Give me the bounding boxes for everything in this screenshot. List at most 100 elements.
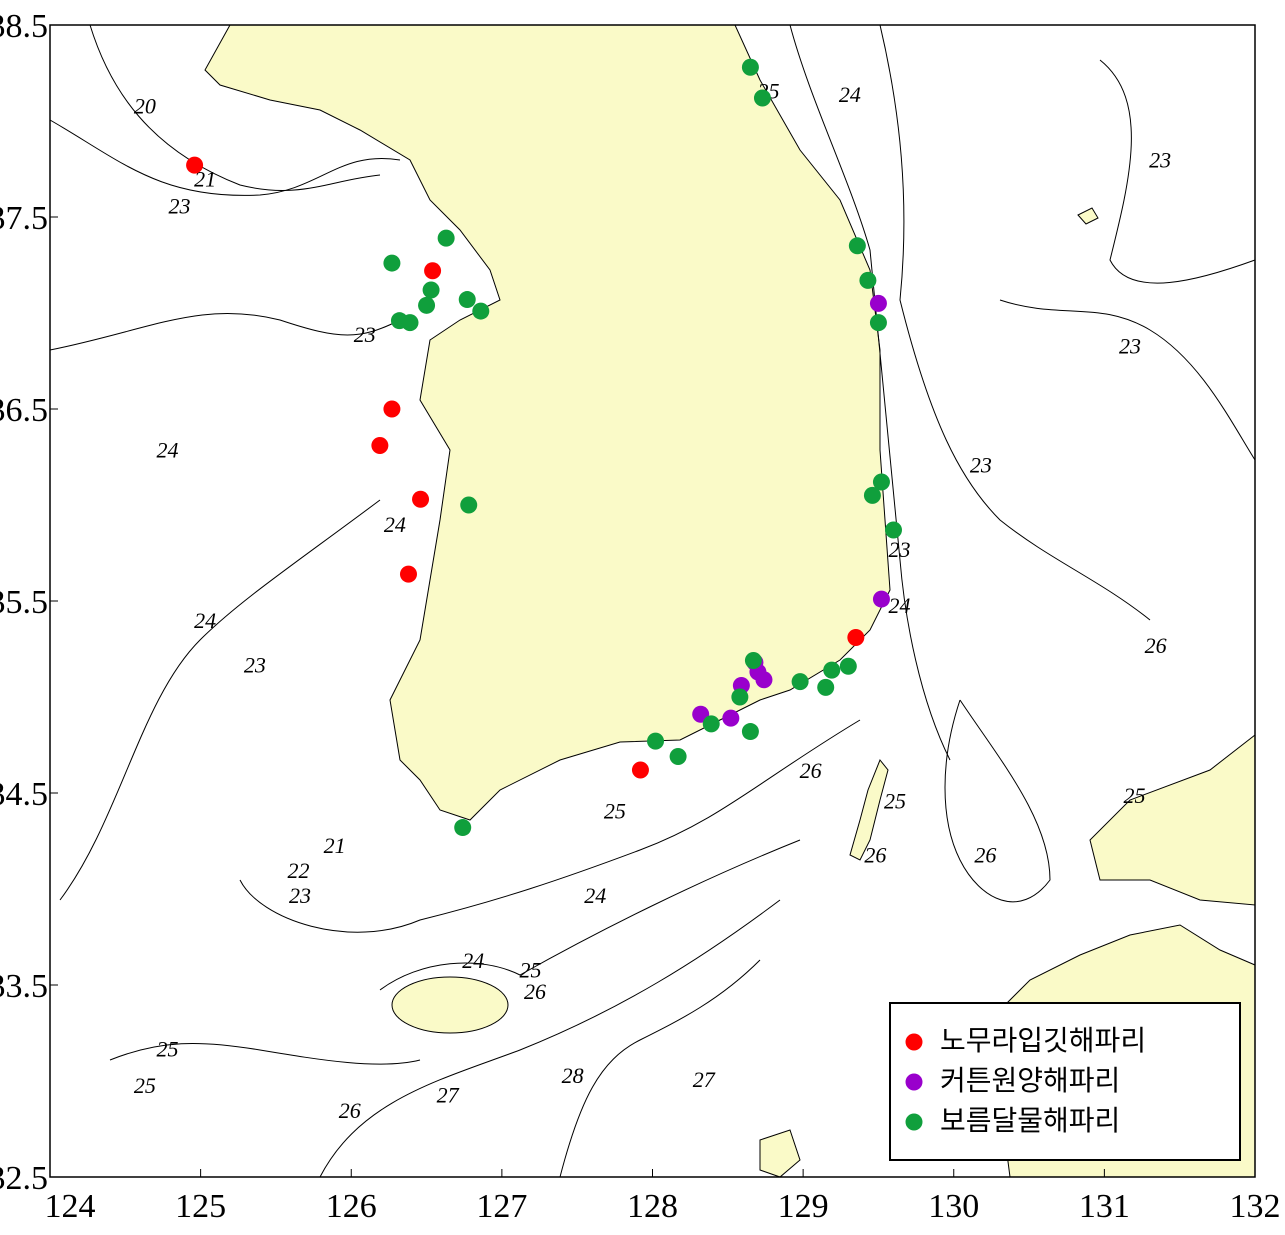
- legend-label: 커튼원양해파리: [940, 1064, 1120, 1097]
- contour-label: 25: [604, 798, 626, 823]
- legend-marker: [905, 1113, 923, 1131]
- contour-label: 26: [864, 842, 886, 867]
- contour-line: [49, 119, 401, 196]
- data-point: [731, 688, 749, 706]
- data-point: [885, 521, 902, 539]
- legend-label: 노무라입깃해파리: [940, 1024, 1146, 1057]
- contour-line: [1099, 59, 1256, 284]
- data-point: [412, 490, 430, 508]
- data-point: [631, 761, 649, 779]
- data-point: [872, 473, 890, 491]
- data-point: [839, 657, 857, 675]
- y-tick-label: 34.5: [0, 776, 48, 813]
- contour-label: 21: [324, 833, 346, 858]
- contour-label: 23: [1149, 147, 1171, 172]
- contour-label: 27: [437, 1082, 460, 1107]
- x-tick-label: 131: [1079, 1188, 1130, 1225]
- data-point: [817, 678, 835, 696]
- contour-label: 24: [839, 82, 861, 107]
- contour-line: [559, 959, 761, 1178]
- tsushima: [849, 759, 889, 861]
- contour-label: 24: [462, 948, 484, 973]
- data-point: [741, 723, 759, 741]
- x-tick-label: 126: [326, 1188, 377, 1225]
- legend-marker: [905, 1033, 923, 1051]
- contour-label: 23: [244, 652, 266, 677]
- data-point: [702, 715, 720, 733]
- data-point: [869, 294, 887, 312]
- y-tick-label: 33.5: [0, 968, 48, 1005]
- x-tick-label: 127: [476, 1188, 527, 1225]
- contour-label: 25: [134, 1073, 156, 1098]
- data-point: [460, 496, 478, 514]
- x-tick-label: 124: [45, 1188, 96, 1225]
- korea: [204, 24, 891, 821]
- x-tick-label: 129: [778, 1188, 829, 1225]
- data-point: [383, 254, 401, 272]
- contour-line: [89, 24, 381, 191]
- contour-label: 26: [1145, 633, 1167, 658]
- data-point: [755, 671, 773, 689]
- contour-label: 25: [156, 1036, 178, 1061]
- contour-line: [239, 719, 861, 933]
- x-tick-label: 130: [928, 1188, 979, 1225]
- contour-label: 22: [288, 858, 310, 883]
- data-point: [437, 229, 455, 247]
- data-point: [669, 748, 687, 766]
- y-tick-label: 36.5: [0, 392, 48, 429]
- contour-label: 21: [194, 167, 216, 192]
- contour-label: 27: [693, 1067, 716, 1092]
- contours: [49, 24, 1256, 1178]
- x-tick-label: 128: [627, 1188, 678, 1225]
- contour-label: 25: [1124, 783, 1146, 808]
- data-point: [401, 314, 419, 332]
- ulleungdo: [1077, 207, 1099, 225]
- data-point: [823, 661, 841, 679]
- data-point: [848, 237, 866, 255]
- y-tick-label: 38.5: [0, 8, 48, 45]
- contour-line: [999, 299, 1256, 461]
- contour-line: [879, 24, 1151, 621]
- data-point: [383, 400, 401, 418]
- data-point: [454, 819, 472, 837]
- honshu: [1089, 733, 1256, 906]
- contour-label: 24: [156, 437, 178, 462]
- x-tick-label: 125: [175, 1188, 226, 1225]
- data-point: [869, 314, 887, 332]
- contour-label: 26: [800, 758, 822, 783]
- legend-marker: [905, 1073, 923, 1091]
- y-tick-label: 32.5: [0, 1160, 48, 1197]
- legend-box: [889, 1002, 1241, 1161]
- contour-label: 20: [134, 94, 156, 119]
- contour-label: 24: [584, 883, 606, 908]
- contour-line: [379, 839, 801, 991]
- contour-label: 24: [889, 593, 911, 618]
- data-point: [741, 58, 759, 76]
- contour-label: 23: [970, 453, 992, 478]
- data-point: [186, 156, 204, 174]
- jeju: [391, 976, 509, 1034]
- contour-line: [944, 699, 1051, 903]
- data-point: [791, 673, 809, 691]
- y-tick-label: 37.5: [0, 200, 48, 237]
- data-point: [371, 436, 389, 454]
- data-point: [422, 281, 440, 299]
- contour-label: 24: [384, 512, 406, 537]
- data-point: [418, 296, 436, 314]
- y-tick-label: 35.5: [0, 584, 48, 621]
- data-point: [399, 565, 417, 583]
- data-point: [424, 262, 442, 280]
- contour-label: 26: [974, 842, 996, 867]
- contour-label: 23: [169, 193, 191, 218]
- contour-label: 23: [354, 322, 376, 347]
- contour-line: [109, 1042, 421, 1065]
- data-point: [722, 709, 740, 727]
- contour-label: 25: [519, 958, 541, 983]
- contour-line: [49, 312, 401, 351]
- data-point: [847, 628, 865, 646]
- contour-label: 23: [289, 883, 311, 908]
- iki-goto: [759, 1129, 801, 1178]
- contour-line: [319, 899, 781, 1178]
- contour-label: 23: [889, 537, 911, 562]
- legend-label: 보름달물해파리: [940, 1104, 1120, 1137]
